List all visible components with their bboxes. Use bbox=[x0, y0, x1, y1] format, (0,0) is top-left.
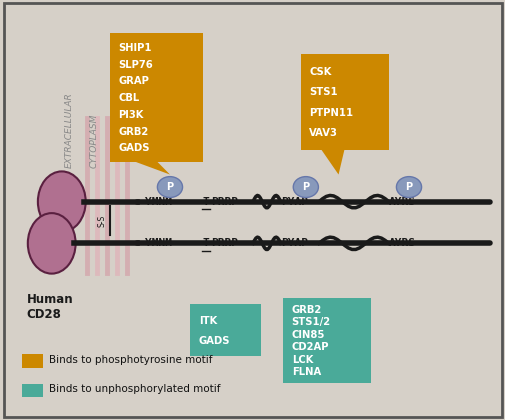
Text: STS1: STS1 bbox=[309, 87, 337, 97]
Text: STS1/2: STS1/2 bbox=[291, 317, 330, 327]
Text: AYRS: AYRS bbox=[388, 239, 415, 248]
Text: PRRP: PRRP bbox=[210, 197, 237, 207]
Text: Binds to unphosphorylated motif: Binds to unphosphorylated motif bbox=[49, 384, 220, 394]
Text: T: T bbox=[203, 239, 209, 248]
Polygon shape bbox=[319, 147, 344, 175]
Circle shape bbox=[395, 177, 421, 197]
Text: PYAP: PYAP bbox=[280, 239, 307, 248]
Text: SHIP1: SHIP1 bbox=[118, 43, 152, 53]
Text: PYAP: PYAP bbox=[280, 197, 307, 207]
Text: Human
CD28: Human CD28 bbox=[26, 294, 73, 321]
Text: CD2AP: CD2AP bbox=[291, 342, 329, 352]
Text: CYTOPLASM: CYTOPLASM bbox=[90, 114, 99, 168]
Text: Binds to phosphotyrosine motif: Binds to phosphotyrosine motif bbox=[49, 355, 212, 365]
Text: PRRP: PRRP bbox=[210, 239, 237, 248]
Bar bbox=[22, 354, 42, 368]
Text: YMNM: YMNM bbox=[144, 239, 172, 248]
Text: GRB2: GRB2 bbox=[291, 305, 321, 315]
Text: P: P bbox=[301, 182, 309, 192]
Text: GRB2: GRB2 bbox=[118, 126, 148, 136]
Text: EXTRACELLULAR: EXTRACELLULAR bbox=[65, 92, 74, 168]
Polygon shape bbox=[130, 160, 170, 175]
Text: AYRS: AYRS bbox=[388, 197, 415, 207]
Ellipse shape bbox=[38, 171, 85, 232]
Text: PI3K: PI3K bbox=[118, 110, 143, 120]
FancyBboxPatch shape bbox=[190, 304, 260, 356]
Text: LCK: LCK bbox=[291, 355, 313, 365]
Ellipse shape bbox=[28, 213, 75, 273]
Circle shape bbox=[157, 177, 182, 197]
Text: CSK: CSK bbox=[309, 67, 331, 77]
Text: YMNM: YMNM bbox=[144, 197, 172, 207]
FancyBboxPatch shape bbox=[110, 33, 203, 162]
FancyBboxPatch shape bbox=[283, 298, 371, 383]
Text: GADS: GADS bbox=[198, 336, 230, 346]
Circle shape bbox=[293, 177, 318, 197]
Bar bbox=[22, 383, 42, 397]
Text: GADS: GADS bbox=[118, 143, 149, 153]
Text: P: P bbox=[166, 182, 173, 192]
Text: FLNA: FLNA bbox=[291, 368, 320, 377]
FancyBboxPatch shape bbox=[300, 53, 388, 150]
Text: CIN85: CIN85 bbox=[291, 330, 325, 340]
Text: P: P bbox=[405, 182, 412, 192]
Text: PTPN11: PTPN11 bbox=[309, 108, 353, 118]
Text: GRAP: GRAP bbox=[118, 76, 148, 87]
Text: VAV3: VAV3 bbox=[309, 128, 337, 138]
Text: CBL: CBL bbox=[118, 93, 139, 103]
Text: S-S: S-S bbox=[97, 214, 107, 226]
Text: T: T bbox=[203, 197, 209, 207]
Text: SLP76: SLP76 bbox=[118, 60, 153, 70]
Text: ITK: ITK bbox=[198, 316, 217, 326]
